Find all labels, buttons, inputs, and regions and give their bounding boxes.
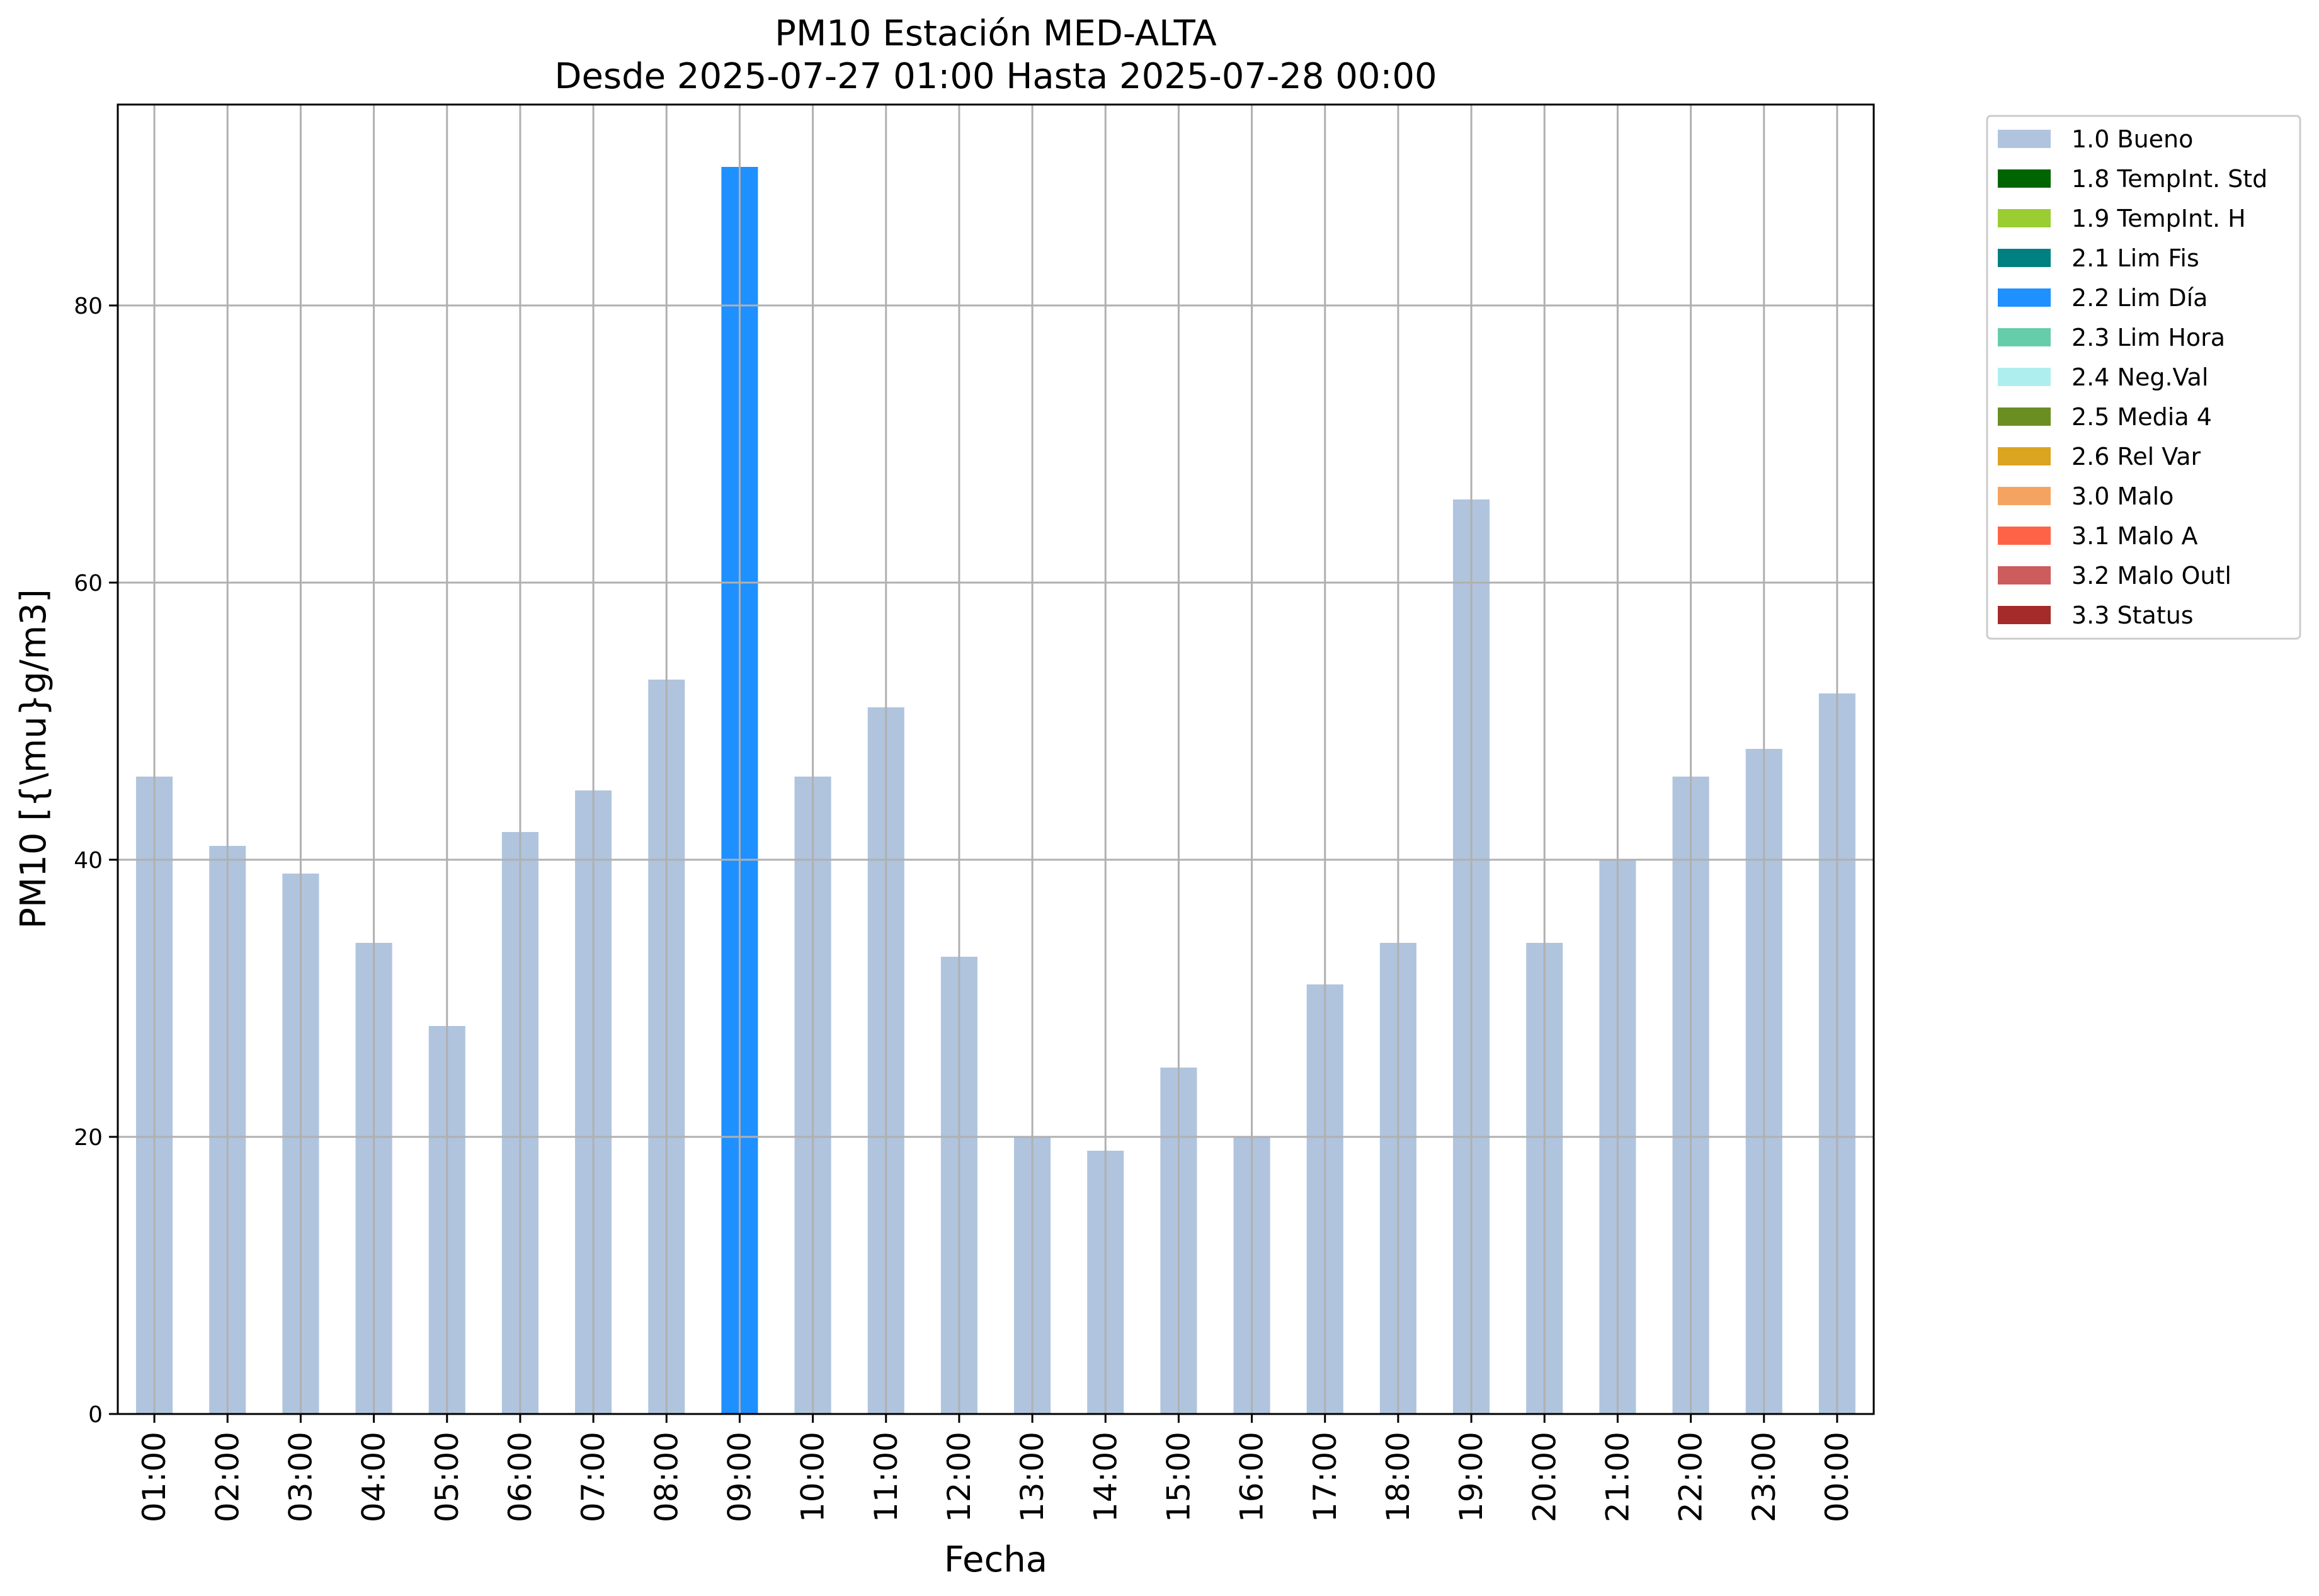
x-tick-label: 10:00 <box>795 1432 831 1522</box>
x-tick-label: 07:00 <box>575 1432 612 1522</box>
y-axis-label: PM10 [{\mu}g/m3] <box>13 589 54 929</box>
legend: 1.0 Bueno 1.8 TempInt. Std 1.9 TempInt. H 2… <box>1986 115 2301 640</box>
legend-entry: 3.2 Malo Outl <box>2071 562 2231 590</box>
x-tick-label: 01:00 <box>136 1432 173 1522</box>
legend-entry: 1.0 Bueno <box>2071 125 2193 153</box>
legend-swatch <box>1998 328 2051 346</box>
legend-swatch <box>1998 408 2051 426</box>
y-axis-ticks: 0 20 40 60 80 <box>74 294 118 1428</box>
x-tick-label: 12:00 <box>941 1432 977 1522</box>
x-tick-label: 20:00 <box>1526 1432 1563 1522</box>
legend-entry: 2.2 Lim Día <box>2071 284 2208 312</box>
y-tick-label: 80 <box>74 294 103 319</box>
x-tick-label: 00:00 <box>1819 1432 1855 1522</box>
x-tick-label: 13:00 <box>1014 1432 1051 1522</box>
legend-entry: 2.5 Media 4 <box>2071 403 2212 431</box>
x-tick-label: 02:00 <box>209 1432 246 1522</box>
x-tick-label: 18:00 <box>1380 1432 1416 1522</box>
x-tick-label: 15:00 <box>1160 1432 1197 1522</box>
plot-frame <box>117 103 1875 1415</box>
legend-entry: 2.4 Neg.Val <box>2071 363 2208 391</box>
legend-swatch <box>1998 447 2051 465</box>
chart-title: PM10 Estación MED-ALTA <box>775 13 1217 54</box>
legend-swatch <box>1998 527 2051 545</box>
legend-entry: 2.3 Lim Hora <box>2071 324 2225 351</box>
y-tick-label: 60 <box>74 571 103 596</box>
legend-box <box>1986 115 2301 640</box>
x-axis-label: Fecha <box>944 1539 1047 1580</box>
y-tick-label: 20 <box>74 1125 103 1151</box>
legend-swatch <box>1998 606 2051 624</box>
chart-subtitle: Desde 2025-07-27 01:00 Hasta 2025-07-28 … <box>554 56 1437 97</box>
legend-entry: 3.1 Malo A <box>2071 522 2197 550</box>
y-tick-label: 40 <box>74 848 103 874</box>
legend-swatch <box>1998 288 2051 307</box>
legend-swatch <box>1998 249 2051 267</box>
x-tick-label: 11:00 <box>868 1432 904 1522</box>
x-tick-label: 14:00 <box>1087 1432 1124 1522</box>
x-tick-label: 22:00 <box>1673 1432 1709 1522</box>
x-tick-label: 09:00 <box>721 1432 758 1522</box>
x-tick-label: 03:00 <box>282 1432 319 1522</box>
y-tick-label: 0 <box>88 1402 103 1428</box>
legend-entry: 1.9 TempInt. H <box>2071 205 2246 232</box>
legend-swatch <box>1998 566 2051 584</box>
x-tick-label: 05:00 <box>429 1432 465 1522</box>
x-tick-label: 08:00 <box>648 1432 685 1522</box>
x-tick-label: 06:00 <box>502 1432 538 1522</box>
x-tick-label: 16:00 <box>1234 1432 1270 1522</box>
legend-entry: 1.8 TempInt. Std <box>2071 165 2267 193</box>
x-tick-label: 17:00 <box>1307 1432 1343 1522</box>
legend-swatch <box>1998 487 2051 505</box>
legend-swatch <box>1998 130 2051 148</box>
x-axis-ticks: 01:00 02:00 03:00 04:00 05:00 06:00 07:00 08:00… <box>136 1414 1855 1522</box>
x-tick-label: 21:00 <box>1599 1432 1636 1522</box>
legend-entry: 3.3 Status <box>2071 601 2194 629</box>
legend-entry: 2.1 Lim Fis <box>2071 244 2199 272</box>
legend-entry: 3.0 Malo <box>2071 482 2174 510</box>
legend-swatch <box>1998 169 2051 188</box>
legend-swatch <box>1998 209 2051 227</box>
x-tick-label: 04:00 <box>356 1432 392 1522</box>
x-tick-label: 23:00 <box>1746 1432 1782 1522</box>
grid-lines <box>118 105 1874 1414</box>
legend-swatch <box>1998 368 2051 386</box>
legend-entry: 2.6 Rel Var <box>2071 443 2201 470</box>
x-tick-label: 19:00 <box>1453 1432 1490 1522</box>
